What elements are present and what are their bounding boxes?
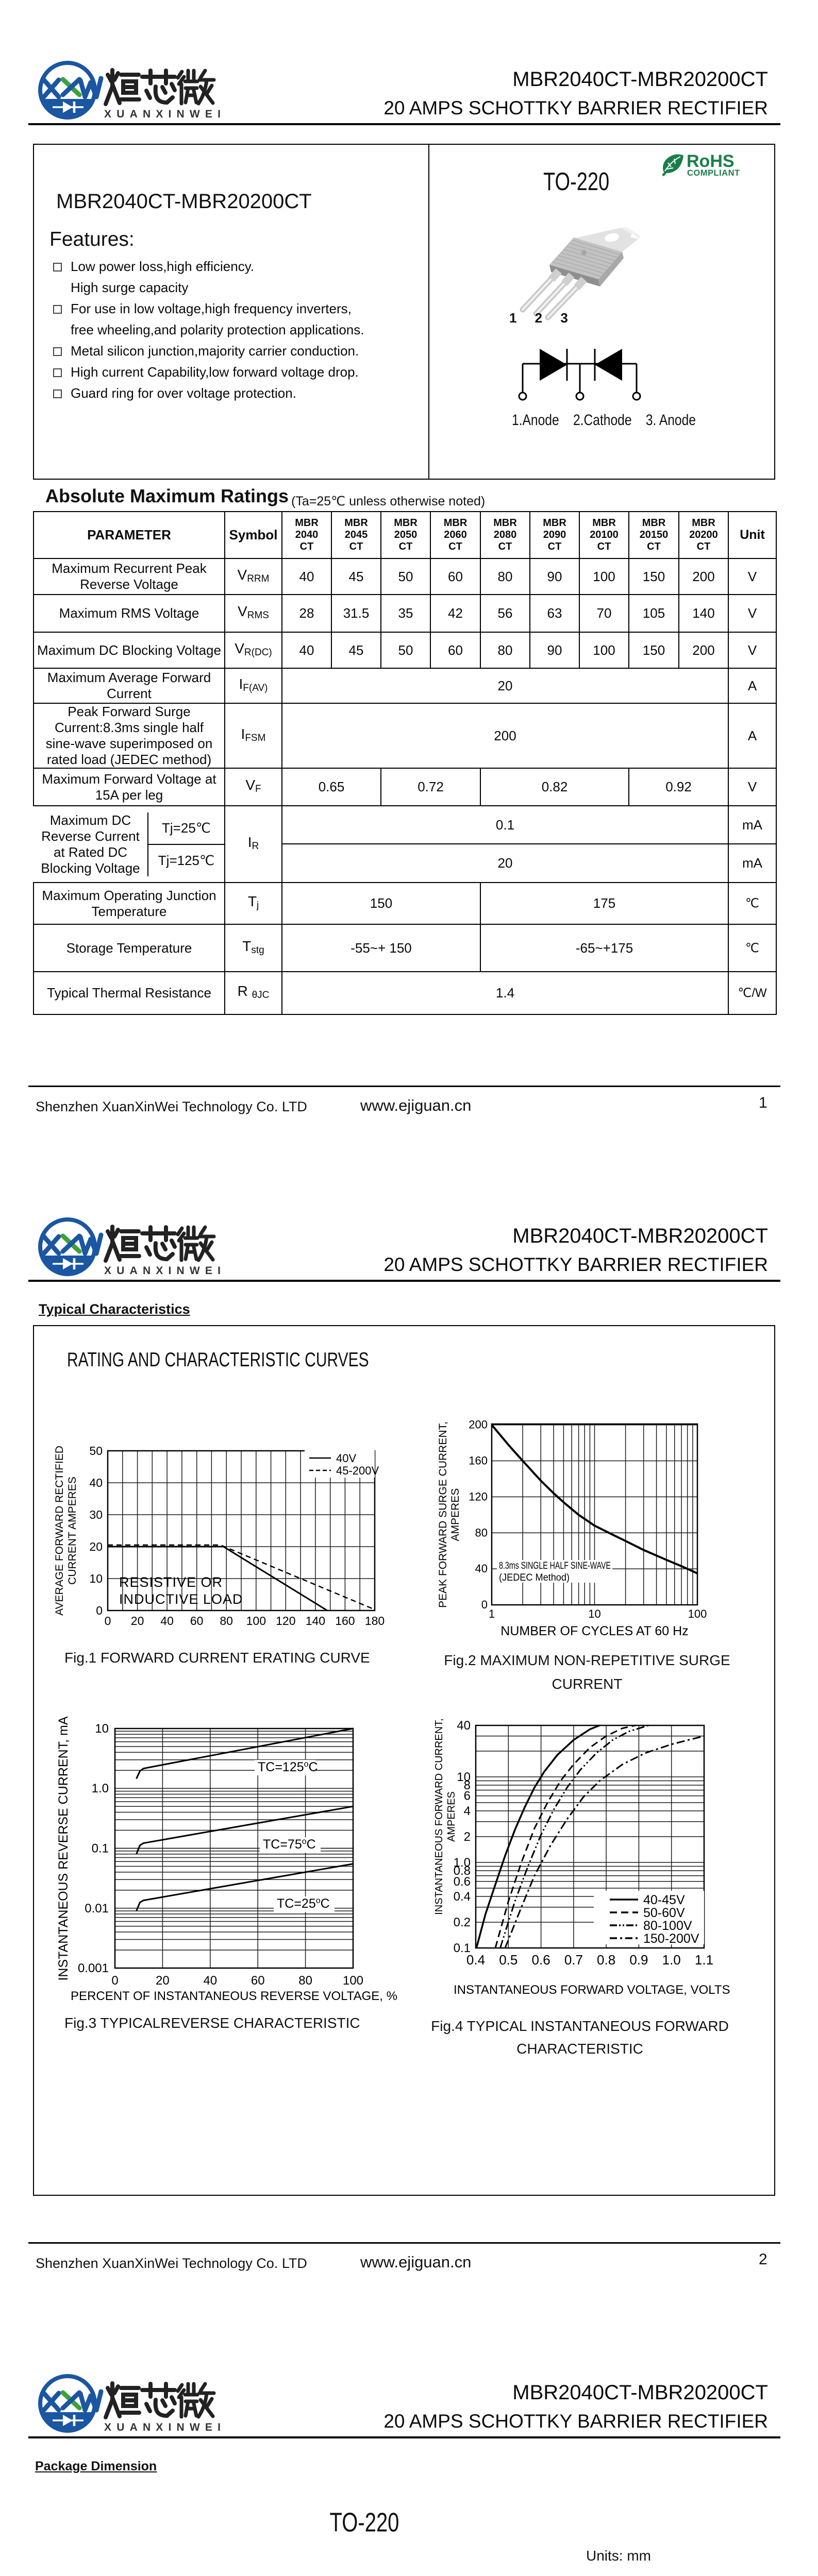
svg-text:0.1: 0.1 — [454, 1941, 471, 1955]
svg-text:100: 100 — [688, 1607, 707, 1620]
svg-text:10: 10 — [588, 1607, 600, 1620]
svg-text:80: 80 — [298, 1974, 312, 1988]
svg-text:0.9: 0.9 — [629, 1952, 648, 1968]
svg-text:100: 100 — [246, 1614, 266, 1628]
svg-text:45-200V: 45-200V — [336, 1464, 379, 1477]
svg-text:1.0: 1.0 — [662, 1952, 681, 1968]
svg-text:PEAK FORWARD SURGE CURRENT,: PEAK FORWARD SURGE CURRENT, — [437, 1421, 449, 1608]
svg-text:AMPERES: AMPERES — [446, 1791, 457, 1842]
svg-text:50-60V: 50-60V — [643, 1906, 685, 1920]
svg-text:0: 0 — [111, 1974, 118, 1988]
svg-text:0.001: 0.001 — [78, 1961, 109, 1975]
svg-text:40: 40 — [475, 1562, 488, 1575]
svg-text:160: 160 — [335, 1614, 355, 1628]
svg-text:0.6: 0.6 — [454, 1875, 471, 1889]
svg-text:8: 8 — [464, 1778, 471, 1792]
svg-text:0.01: 0.01 — [85, 1902, 109, 1916]
svg-text:RESISTIVE OR: RESISTIVE OR — [119, 1574, 223, 1590]
svg-text:0.4: 0.4 — [466, 1952, 485, 1968]
svg-text:2: 2 — [464, 1830, 471, 1844]
svg-text:150-200V: 150-200V — [643, 1931, 699, 1946]
svg-text:10: 10 — [89, 1572, 103, 1585]
svg-text:0.8: 0.8 — [597, 1952, 615, 1968]
svg-text:140: 140 — [306, 1614, 325, 1628]
svg-text:180: 180 — [365, 1614, 385, 1628]
svg-text:40-45V: 40-45V — [643, 1893, 685, 1907]
svg-text:COMPLIANT: COMPLIANT — [687, 168, 740, 178]
svg-text:80: 80 — [220, 1614, 233, 1628]
svg-text:160: 160 — [469, 1454, 488, 1467]
svg-text:40: 40 — [89, 1476, 103, 1489]
svg-text:INSTANTANEOUS REVERSE CURRENT,: INSTANTANEOUS REVERSE CURRENT, mA — [56, 1716, 71, 1980]
svg-text:1.0: 1.0 — [454, 1856, 471, 1870]
svg-text:40: 40 — [160, 1614, 174, 1628]
svg-text:0.2: 0.2 — [454, 1916, 471, 1929]
svg-text:40V: 40V — [336, 1452, 356, 1465]
svg-text:0.8: 0.8 — [454, 1864, 471, 1878]
svg-text:TC=25oC: TC=25oC — [277, 1896, 330, 1911]
svg-text:30: 30 — [89, 1508, 103, 1521]
svg-text:(JEDEC Method): (JEDEC Method) — [499, 1572, 570, 1583]
svg-text:CURRENT AMPERES: CURRENT AMPERES — [66, 1477, 78, 1585]
svg-text:PERCENT OF INSTANTANEOUS REVER: PERCENT OF INSTANTANEOUS REVERSE VOLTAGE… — [71, 1989, 397, 2003]
svg-text:0.4: 0.4 — [454, 1890, 471, 1904]
svg-text:4: 4 — [464, 1804, 471, 1818]
svg-text:RoHS: RoHS — [687, 151, 734, 171]
svg-text:0: 0 — [105, 1614, 111, 1628]
svg-text:0.1: 0.1 — [92, 1842, 109, 1856]
svg-text:AMPERES: AMPERES — [449, 1488, 461, 1541]
svg-text:10: 10 — [457, 1770, 471, 1784]
svg-text:8.3ms SINGLE HALF SINE-WAVE: 8.3ms SINGLE HALF SINE-WAVE — [499, 1561, 611, 1571]
svg-text:120: 120 — [469, 1490, 488, 1503]
svg-text:1: 1 — [489, 1607, 495, 1620]
svg-text:20: 20 — [89, 1540, 103, 1553]
svg-text:0.7: 0.7 — [564, 1952, 583, 1968]
svg-text:0.5: 0.5 — [499, 1952, 517, 1968]
svg-text:0: 0 — [481, 1598, 488, 1611]
svg-text:AVERAGE FORWARD RECTIFIED: AVERAGE FORWARD RECTIFIED — [54, 1446, 65, 1616]
svg-text:1.1: 1.1 — [695, 1952, 713, 1968]
svg-text:0.6: 0.6 — [532, 1952, 550, 1968]
svg-text:50: 50 — [89, 1444, 103, 1458]
svg-text:100: 100 — [343, 1974, 363, 1988]
svg-text:1.0: 1.0 — [92, 1782, 109, 1795]
svg-text:INSTANTANEOUS FORWARD CURRENT,: INSTANTANEOUS FORWARD CURRENT, — [433, 1718, 445, 1915]
svg-text:60: 60 — [251, 1974, 265, 1988]
svg-text:TC=75oC: TC=75oC — [263, 1837, 316, 1852]
svg-text:40: 40 — [203, 1974, 217, 1988]
svg-text:NUMBER OF CYCLES AT 60 Hz: NUMBER OF CYCLES AT 60 Hz — [500, 1624, 688, 1638]
svg-text:10: 10 — [95, 1722, 109, 1736]
svg-text:40: 40 — [457, 1719, 471, 1733]
svg-text:60: 60 — [190, 1614, 204, 1628]
svg-text:20: 20 — [131, 1614, 144, 1628]
svg-text:80-100V: 80-100V — [643, 1919, 692, 1933]
svg-text:200: 200 — [469, 1418, 488, 1431]
svg-text:6: 6 — [464, 1789, 471, 1803]
svg-text:INSTANTANEOUS FORWARD VOLTAGE,: INSTANTANEOUS FORWARD VOLTAGE, VOLTS — [454, 1983, 730, 1997]
svg-text:0: 0 — [96, 1604, 103, 1617]
svg-text:20: 20 — [156, 1974, 170, 1988]
svg-text:120: 120 — [276, 1614, 295, 1628]
svg-text:INDUCTIVE LOAD: INDUCTIVE LOAD — [119, 1591, 243, 1607]
svg-text:TC=125oC: TC=125oC — [258, 1760, 318, 1774]
svg-text:80: 80 — [475, 1526, 488, 1539]
